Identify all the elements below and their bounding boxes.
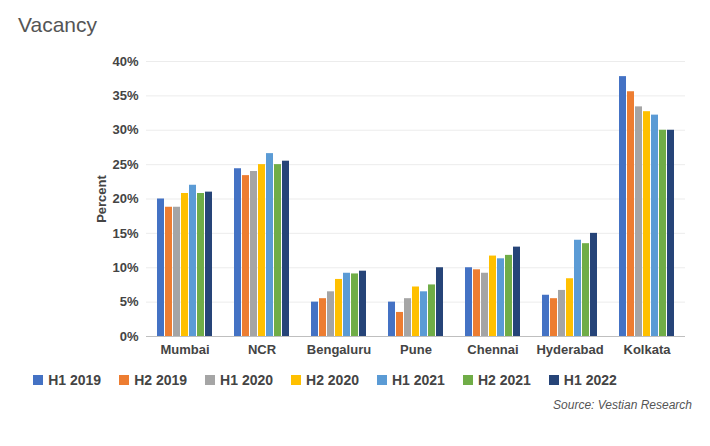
svg-text:40%: 40% [112, 54, 138, 69]
svg-text:10%: 10% [112, 260, 138, 275]
svg-text:Kolkata: Kolkata [624, 342, 672, 357]
svg-text:0%: 0% [120, 329, 139, 344]
svg-text:35%: 35% [112, 88, 138, 103]
svg-text:Pune: Pune [400, 342, 432, 357]
svg-text:5%: 5% [120, 294, 139, 309]
html-text:H2 2019: H2 2019 [134, 372, 188, 388]
svg-text:30%: 30% [112, 122, 138, 137]
html-text:H1 2019: H1 2019 [48, 372, 102, 388]
html-text:Source: Vestian Research: Source: Vestian Research [553, 398, 692, 412]
svg-text:Percent: Percent [94, 174, 109, 222]
svg-text:Hyderabad: Hyderabad [536, 342, 603, 357]
svg-text:NCR: NCR [248, 342, 277, 357]
html-text:H2 2020: H2 2020 [306, 372, 359, 388]
svg-text:Chennai: Chennai [467, 342, 518, 357]
svg-text:15%: 15% [112, 226, 138, 241]
html-text:Vacancy: Vacancy [18, 13, 97, 36]
html-text:H1 2021: H1 2021 [392, 372, 445, 388]
svg-text:Mumbai: Mumbai [160, 342, 209, 357]
svg-text:25%: 25% [112, 157, 138, 172]
svg-text:Bengaluru: Bengaluru [307, 342, 371, 357]
svg-text:20%: 20% [112, 191, 138, 206]
html-text:H2 2021: H2 2021 [477, 372, 531, 388]
html-text:H1 2022: H1 2022 [563, 372, 617, 388]
html-text:H1 2020: H1 2020 [220, 372, 273, 388]
